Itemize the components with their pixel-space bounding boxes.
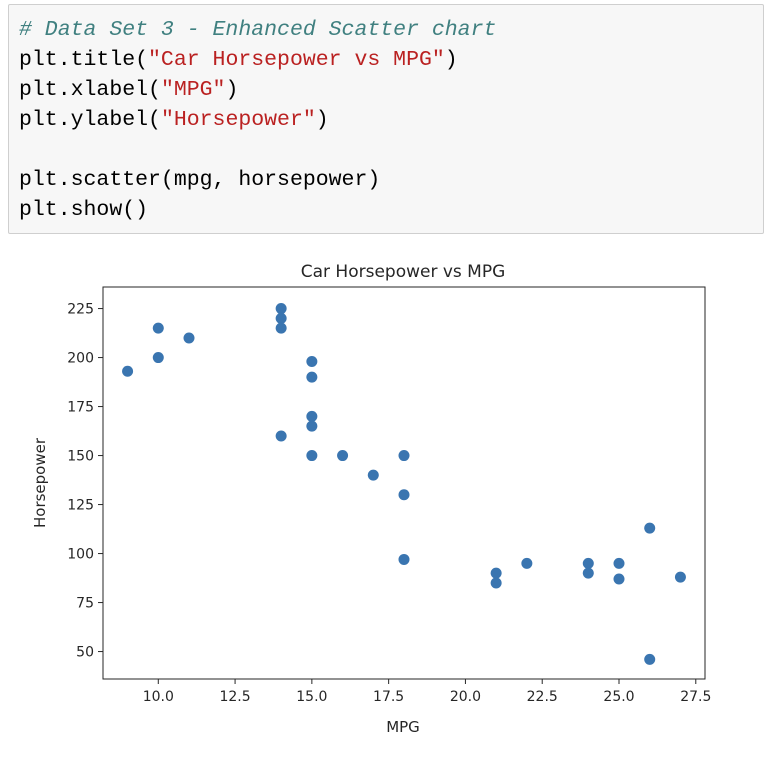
code-scatter-call: plt.scatter(mpg, horsepower): [19, 168, 381, 192]
code-xlabel-close: ): [225, 78, 239, 102]
scatter-point: [644, 653, 656, 665]
scatter-point: [183, 332, 195, 344]
scatter-point: [398, 489, 410, 501]
y-tick-label: 100: [67, 547, 94, 563]
scatter-point: [152, 352, 164, 364]
code-line-blank: [19, 135, 763, 165]
code-title-string: "Car Horsepower vs MPG": [148, 48, 445, 72]
y-tick-label: 225: [67, 302, 94, 318]
x-tick-label: 15.0: [296, 689, 327, 705]
scatter-point: [275, 430, 287, 442]
x-tick-label: 22.5: [527, 689, 558, 705]
code-ylabel-func: plt.ylabel(: [19, 108, 161, 132]
y-axis: 50 75 100 125 150 175 200 225: [67, 302, 103, 661]
x-tick-label: 17.5: [373, 689, 404, 705]
scatter-point: [582, 557, 594, 569]
scatter-point: [613, 573, 625, 585]
scatter-point: [613, 557, 625, 569]
code-line-ylabel: plt.ylabel("Horsepower"): [19, 105, 763, 135]
scatter-point: [306, 355, 318, 367]
scatter-point: [306, 410, 318, 422]
code-show-call: plt.show(): [19, 198, 149, 222]
code-line-scatter: plt.scatter(mpg, horsepower): [19, 165, 763, 195]
code-line-comment: # Data Set 3 - Enhanced Scatter chart: [19, 15, 763, 45]
x-tick-label: 12.5: [219, 689, 250, 705]
x-tick-label: 27.5: [680, 689, 711, 705]
scatter-point: [367, 469, 379, 481]
code-xlabel-func: plt.xlabel(: [19, 78, 161, 102]
y-tick-label: 50: [76, 645, 94, 661]
code-cell[interactable]: # Data Set 3 - Enhanced Scatter chart pl…: [8, 4, 764, 234]
scatter-point: [490, 567, 502, 579]
code-title-close: ): [444, 48, 458, 72]
y-tick-label: 200: [67, 351, 94, 367]
x-axis-label: MPG: [386, 718, 420, 736]
scatter-point: [582, 567, 594, 579]
scatter-point: [674, 571, 686, 583]
scatter-point: [306, 371, 318, 383]
x-axis: 10.0 12.5 15.0 17.5 20.0 22.5 25.0 27.5: [143, 679, 711, 705]
scatter-point: [122, 365, 134, 377]
scatter-point: [275, 312, 287, 324]
code-line-show: plt.show(): [19, 195, 763, 225]
code-ylabel-close: ): [315, 108, 329, 132]
code-xlabel-string: "MPG": [160, 78, 226, 102]
scatter-point: [490, 577, 502, 589]
scatter-point: [398, 450, 410, 462]
code-ylabel-string: "Horsepower": [160, 108, 316, 132]
x-tick-label: 20.0: [450, 689, 481, 705]
y-tick-label: 175: [67, 400, 94, 416]
axes-frame: [102, 286, 706, 680]
scatter-point: [644, 522, 656, 534]
code-line-xlabel: plt.xlabel("MPG"): [19, 75, 763, 105]
scatter-point: [398, 553, 410, 565]
scatter-point: [337, 450, 349, 462]
x-tick-label: 10.0: [143, 689, 174, 705]
y-axis-label: Horsepower: [31, 437, 49, 528]
plot-output: Car Horsepower vs MPG 10.0 12.5 15.0 17.5 20…: [0, 240, 766, 756]
code-title-func: plt.title(: [19, 48, 149, 72]
code-line-title: plt.title("Car Horsepower vs MPG"): [19, 45, 763, 75]
chart-title: Car Horsepower vs MPG: [301, 262, 506, 282]
scatter-point: [306, 420, 318, 432]
y-tick-label: 125: [67, 498, 94, 514]
scatter-points: [122, 303, 686, 665]
scatter-point: [306, 450, 318, 462]
y-tick-label: 150: [67, 449, 94, 465]
scatter-point: [521, 557, 533, 569]
code-comment: # Data Set 3 - Enhanced Scatter chart: [19, 18, 497, 42]
y-tick-label: 75: [76, 596, 94, 612]
scatter-chart: Car Horsepower vs MPG 10.0 12.5 15.0 17.5 20…: [31, 262, 711, 736]
scatter-point: [275, 303, 287, 315]
scatter-point: [152, 322, 164, 334]
x-tick-label: 25.0: [603, 689, 634, 705]
scatter-point: [275, 322, 287, 334]
